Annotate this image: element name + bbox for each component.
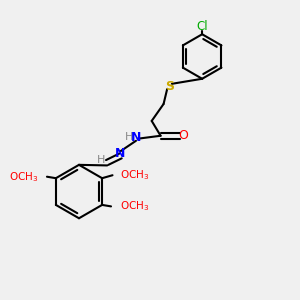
Text: Cl: Cl [196, 20, 208, 33]
Text: H: H [125, 132, 134, 142]
Text: OCH$_3$: OCH$_3$ [9, 170, 38, 184]
Text: N: N [116, 147, 126, 160]
Text: OCH$_3$: OCH$_3$ [120, 200, 149, 213]
Text: OCH$_3$: OCH$_3$ [120, 168, 149, 182]
Text: S: S [165, 80, 174, 93]
Text: N: N [131, 131, 141, 144]
Text: H: H [97, 155, 105, 165]
Text: O: O [178, 129, 188, 142]
